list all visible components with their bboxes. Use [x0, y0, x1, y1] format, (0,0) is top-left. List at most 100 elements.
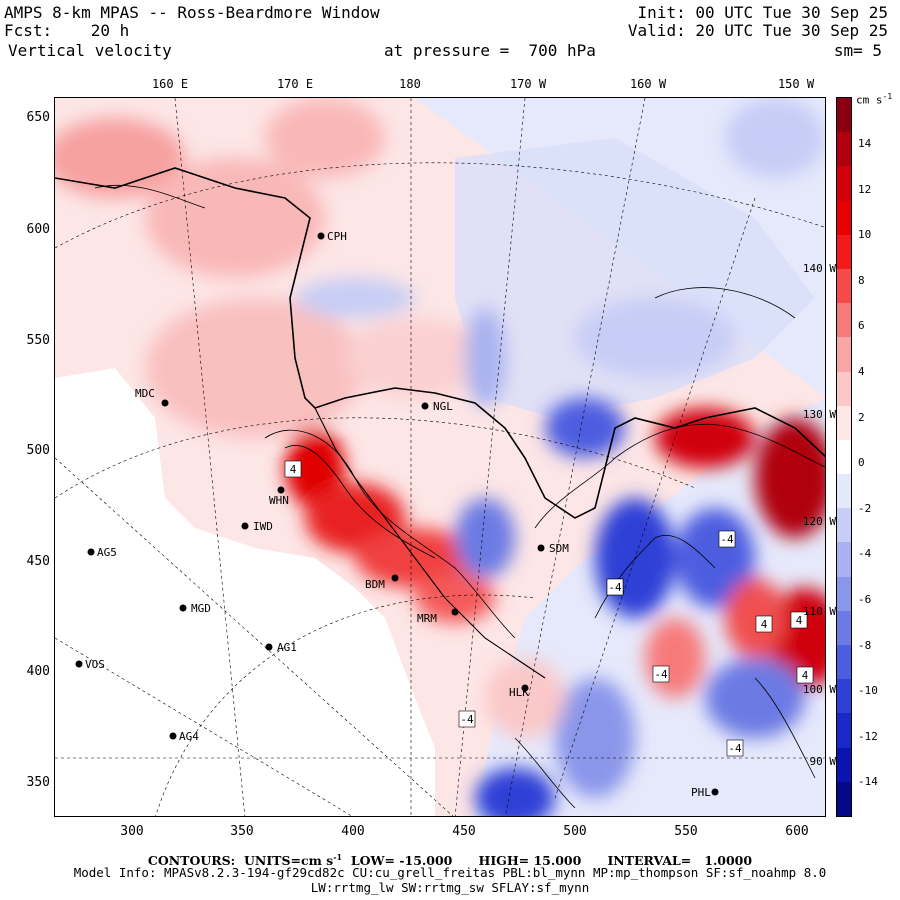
station-label: PHL: [691, 786, 711, 799]
init-time: Init: 00 UTC Tue 30 Sep 25: [637, 3, 888, 22]
station-label: MRM: [417, 612, 437, 625]
masked-region: [55, 368, 415, 816]
lon-label-right: 130 W: [802, 408, 836, 421]
station-dot: [169, 732, 177, 740]
contour-label-box: [606, 578, 624, 596]
y-tick-label: 650: [26, 110, 50, 125]
colorbar-tick-label: 4: [858, 365, 865, 378]
x-tick-label: 400: [341, 824, 365, 839]
colorbar-segment: [837, 679, 851, 714]
colorbar-segment: [837, 371, 851, 406]
station-label: BDM: [365, 578, 385, 591]
model-info-physics: LW:rrtmg_lw SW:rrtmg_sw SFLAY:sf_mynn: [310, 880, 590, 895]
colorbar-tick-label: 0: [858, 456, 865, 470]
contour-label-box: [755, 615, 773, 633]
x-tick-label: 300: [120, 824, 144, 839]
station-dot: [179, 604, 187, 612]
station-dot: [711, 788, 719, 796]
contour-label-box: [790, 611, 808, 629]
colorbar-segment: [837, 132, 851, 167]
station-dot: [451, 608, 459, 616]
x-tick-label: 600: [785, 824, 809, 839]
colorbar-segment: [837, 405, 851, 440]
lon-label-top: 150 W: [777, 77, 815, 91]
colorbar-segment: [837, 576, 851, 611]
lon-label-right: 90 W: [809, 755, 837, 768]
station-dot: [75, 660, 83, 668]
contour-label-box: [796, 666, 814, 684]
colorbar-tick-label: -14: [858, 775, 878, 789]
colorbar-segment: [837, 234, 851, 269]
contour-label: 4: [802, 669, 809, 682]
colorbar-tick-label: 8: [858, 273, 865, 287]
colorbar-segment: [837, 166, 851, 201]
contour-label: 4: [796, 614, 803, 627]
station-label: HLK: [509, 686, 529, 699]
station-dot: [265, 643, 273, 651]
colorbar-tick-label: 6: [858, 319, 865, 333]
transantarctic-coast: [314, 407, 546, 679]
contour-label: -4: [460, 713, 474, 726]
station-label: SDM: [549, 542, 569, 555]
station-dot: [391, 574, 399, 582]
colorbar-segment: [837, 781, 851, 816]
lon-label-top: 160 W: [629, 77, 667, 91]
colorbar-segment: [837, 439, 851, 475]
lon-label-right: 100 W: [802, 683, 836, 696]
colorbar-tick-label: 12: [858, 182, 872, 196]
station-label: NGL: [433, 400, 453, 413]
x-tick-label: 350: [230, 824, 254, 839]
station-dot: [277, 486, 285, 494]
coastline: [55, 167, 825, 519]
model-info: Model Info: MPASv8.2.3-194-gf29cd82c CU:…: [73, 865, 827, 880]
colorbar-tick-label: -2: [858, 501, 872, 515]
colorbar-tick-label: -12: [858, 729, 878, 743]
station-dot: [161, 399, 169, 407]
contour-label-box: [284, 460, 302, 478]
station-dot: [537, 544, 545, 552]
colorbar-segment: [837, 303, 851, 338]
colorbar-segment: [837, 747, 851, 782]
smoothing-value: sm= 5: [833, 41, 882, 60]
lon-label-top: 170 E: [276, 77, 314, 91]
contour-label-box: [726, 739, 744, 757]
colorbar-segment: [837, 508, 851, 543]
valid-time: Valid: 20 UTC Tue 30 Sep 25: [627, 21, 888, 40]
variable-name: Vertical velocity: [8, 41, 172, 60]
station-label: AG1: [277, 641, 297, 654]
station-label: WHN: [269, 494, 289, 507]
y-tick-label: 550: [26, 333, 50, 348]
contour-label: 4: [761, 618, 768, 631]
contour-label: -4: [654, 668, 668, 681]
contour-label: -4: [608, 581, 622, 594]
colorbar-tick-label: -4: [858, 547, 872, 561]
graticule: [55, 98, 825, 816]
station-dot: [87, 548, 95, 556]
y-tick-label: 350: [26, 775, 50, 790]
colorbar-segment: [837, 98, 851, 133]
colorbar-tick-label: -10: [858, 684, 878, 698]
colorbar-segment: [837, 610, 851, 645]
colorbar-segment: [837, 645, 851, 680]
colorbar-tick-label: -6: [858, 593, 872, 606]
station-label: MGD: [191, 602, 211, 615]
contour-label-boxes: 4-4-444-4-44-4-4: [284, 460, 814, 757]
colorbar-segment: [837, 337, 851, 372]
y-tick-label: 500: [26, 443, 50, 458]
lon-label-top: 170 W: [509, 77, 547, 91]
station-label: VOS: [85, 658, 105, 671]
contour-label: -4: [728, 742, 742, 755]
station-label: IWD: [253, 520, 273, 533]
colorbar-tick-label: -8: [858, 638, 872, 652]
x-tick-label: 450: [452, 824, 476, 839]
x-tick-label: 550: [674, 824, 698, 839]
colorbar: [836, 97, 852, 817]
station-markers: CPH MDC NGL WHN IWD AG5 MGD BDM AG1 VOS SDM HLK AG4 P…: [75, 230, 719, 799]
contour-info: CONTOURS: UNITS=cm s-1 LOW= -15.000 HIGH…: [147, 852, 753, 869]
colorbar-tick-label: 10: [858, 228, 872, 242]
contour-label: -4: [720, 533, 734, 546]
colorbar-segment: [837, 268, 851, 304]
colorbar-segment: [837, 542, 851, 577]
colorbar-tick-label: 2: [858, 410, 865, 424]
colorbar-segment: [837, 474, 851, 509]
